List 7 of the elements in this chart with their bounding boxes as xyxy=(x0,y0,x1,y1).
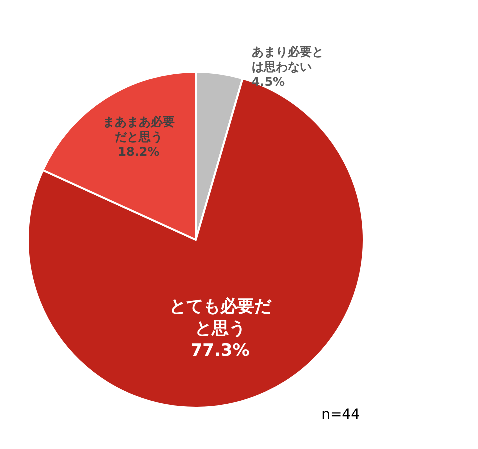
data-label: 77.3% xyxy=(190,341,250,362)
slice-label: とても必要だと思う xyxy=(169,297,272,340)
slice-label: あまり必要とは思わない xyxy=(252,44,324,74)
slice-label: まあまあ必要だと思う xyxy=(102,114,175,144)
data-label: 18.2% xyxy=(118,144,160,159)
data-label: 4.5% xyxy=(252,74,286,89)
text: n=44 xyxy=(322,407,360,423)
